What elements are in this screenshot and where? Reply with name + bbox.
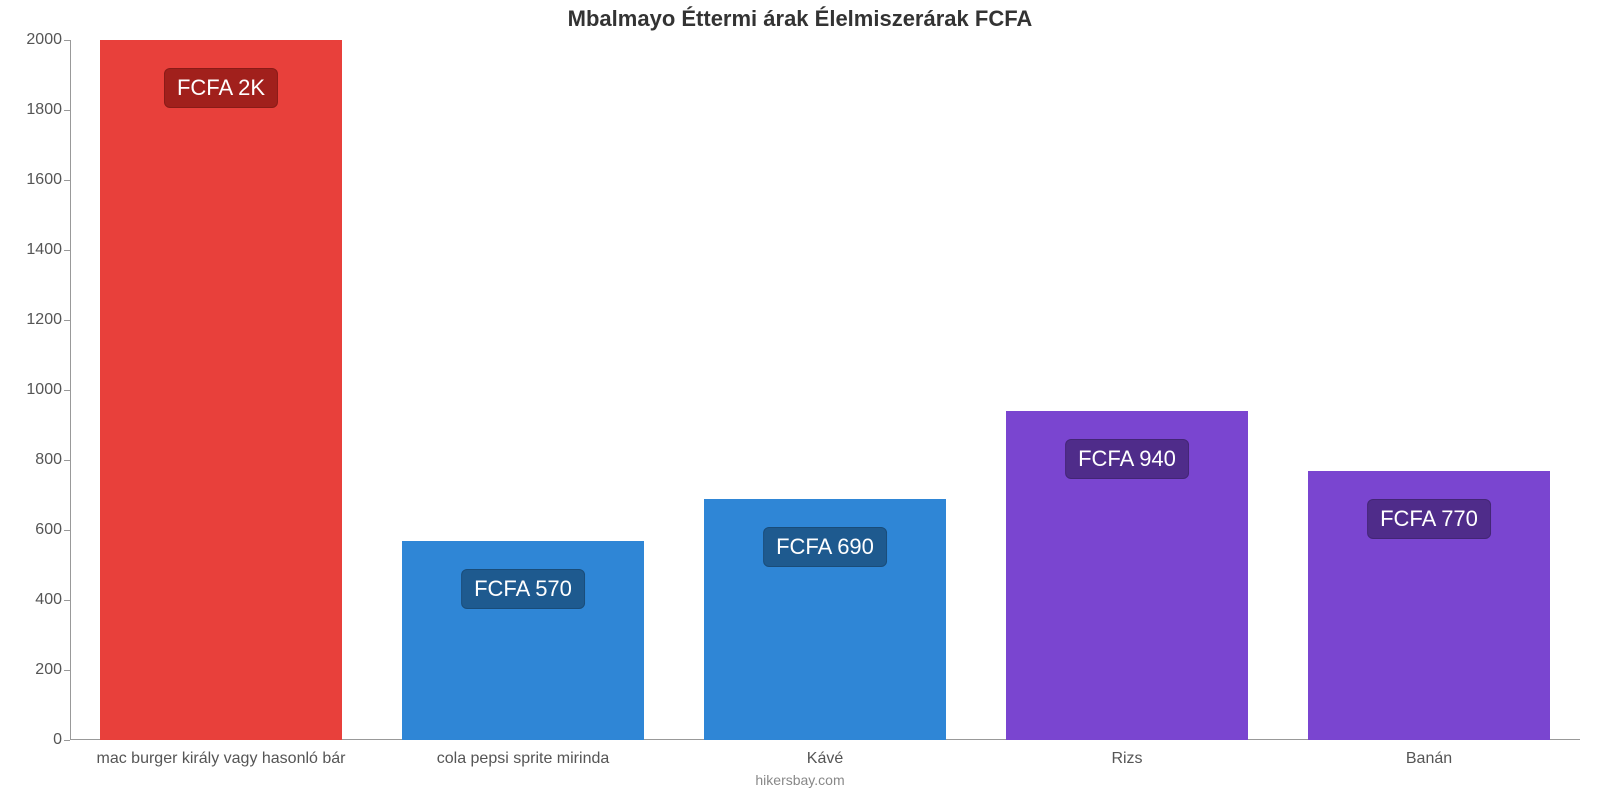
x-category-label: Rizs: [1111, 740, 1142, 768]
bar-value-label: FCFA 570: [461, 569, 585, 609]
bar: [100, 40, 342, 740]
x-category-label: cola pepsi sprite mirinda: [437, 740, 610, 768]
y-tick-label: 600: [35, 521, 70, 539]
bar-value-label: FCFA 690: [763, 527, 887, 567]
x-category-label: Kávé: [807, 740, 843, 768]
y-tick-label: 1000: [26, 381, 70, 399]
plot-area: 0200400600800100012001400160018002000FCF…: [70, 40, 1580, 740]
bar-value-label: FCFA 2K: [164, 68, 278, 108]
x-category-label: mac burger király vagy hasonló bár: [96, 740, 345, 768]
chart-title: Mbalmayo Éttermi árak Élelmiszerárak FCF…: [0, 6, 1600, 32]
y-tick-label: 200: [35, 661, 70, 679]
y-tick-label: 1200: [26, 311, 70, 329]
y-axis: [70, 40, 71, 740]
y-tick-label: 1600: [26, 171, 70, 189]
bar-value-label: FCFA 940: [1065, 439, 1189, 479]
bar-value-label: FCFA 770: [1367, 499, 1491, 539]
y-tick-label: 800: [35, 451, 70, 469]
chart-credit: hikersbay.com: [0, 772, 1600, 788]
x-category-label: Banán: [1406, 740, 1452, 768]
y-tick-label: 400: [35, 591, 70, 609]
bar-chart: Mbalmayo Éttermi árak Élelmiszerárak FCF…: [0, 0, 1600, 800]
y-tick-label: 0: [53, 731, 70, 749]
y-tick-label: 1400: [26, 241, 70, 259]
y-tick-label: 2000: [26, 31, 70, 49]
y-tick-label: 1800: [26, 101, 70, 119]
